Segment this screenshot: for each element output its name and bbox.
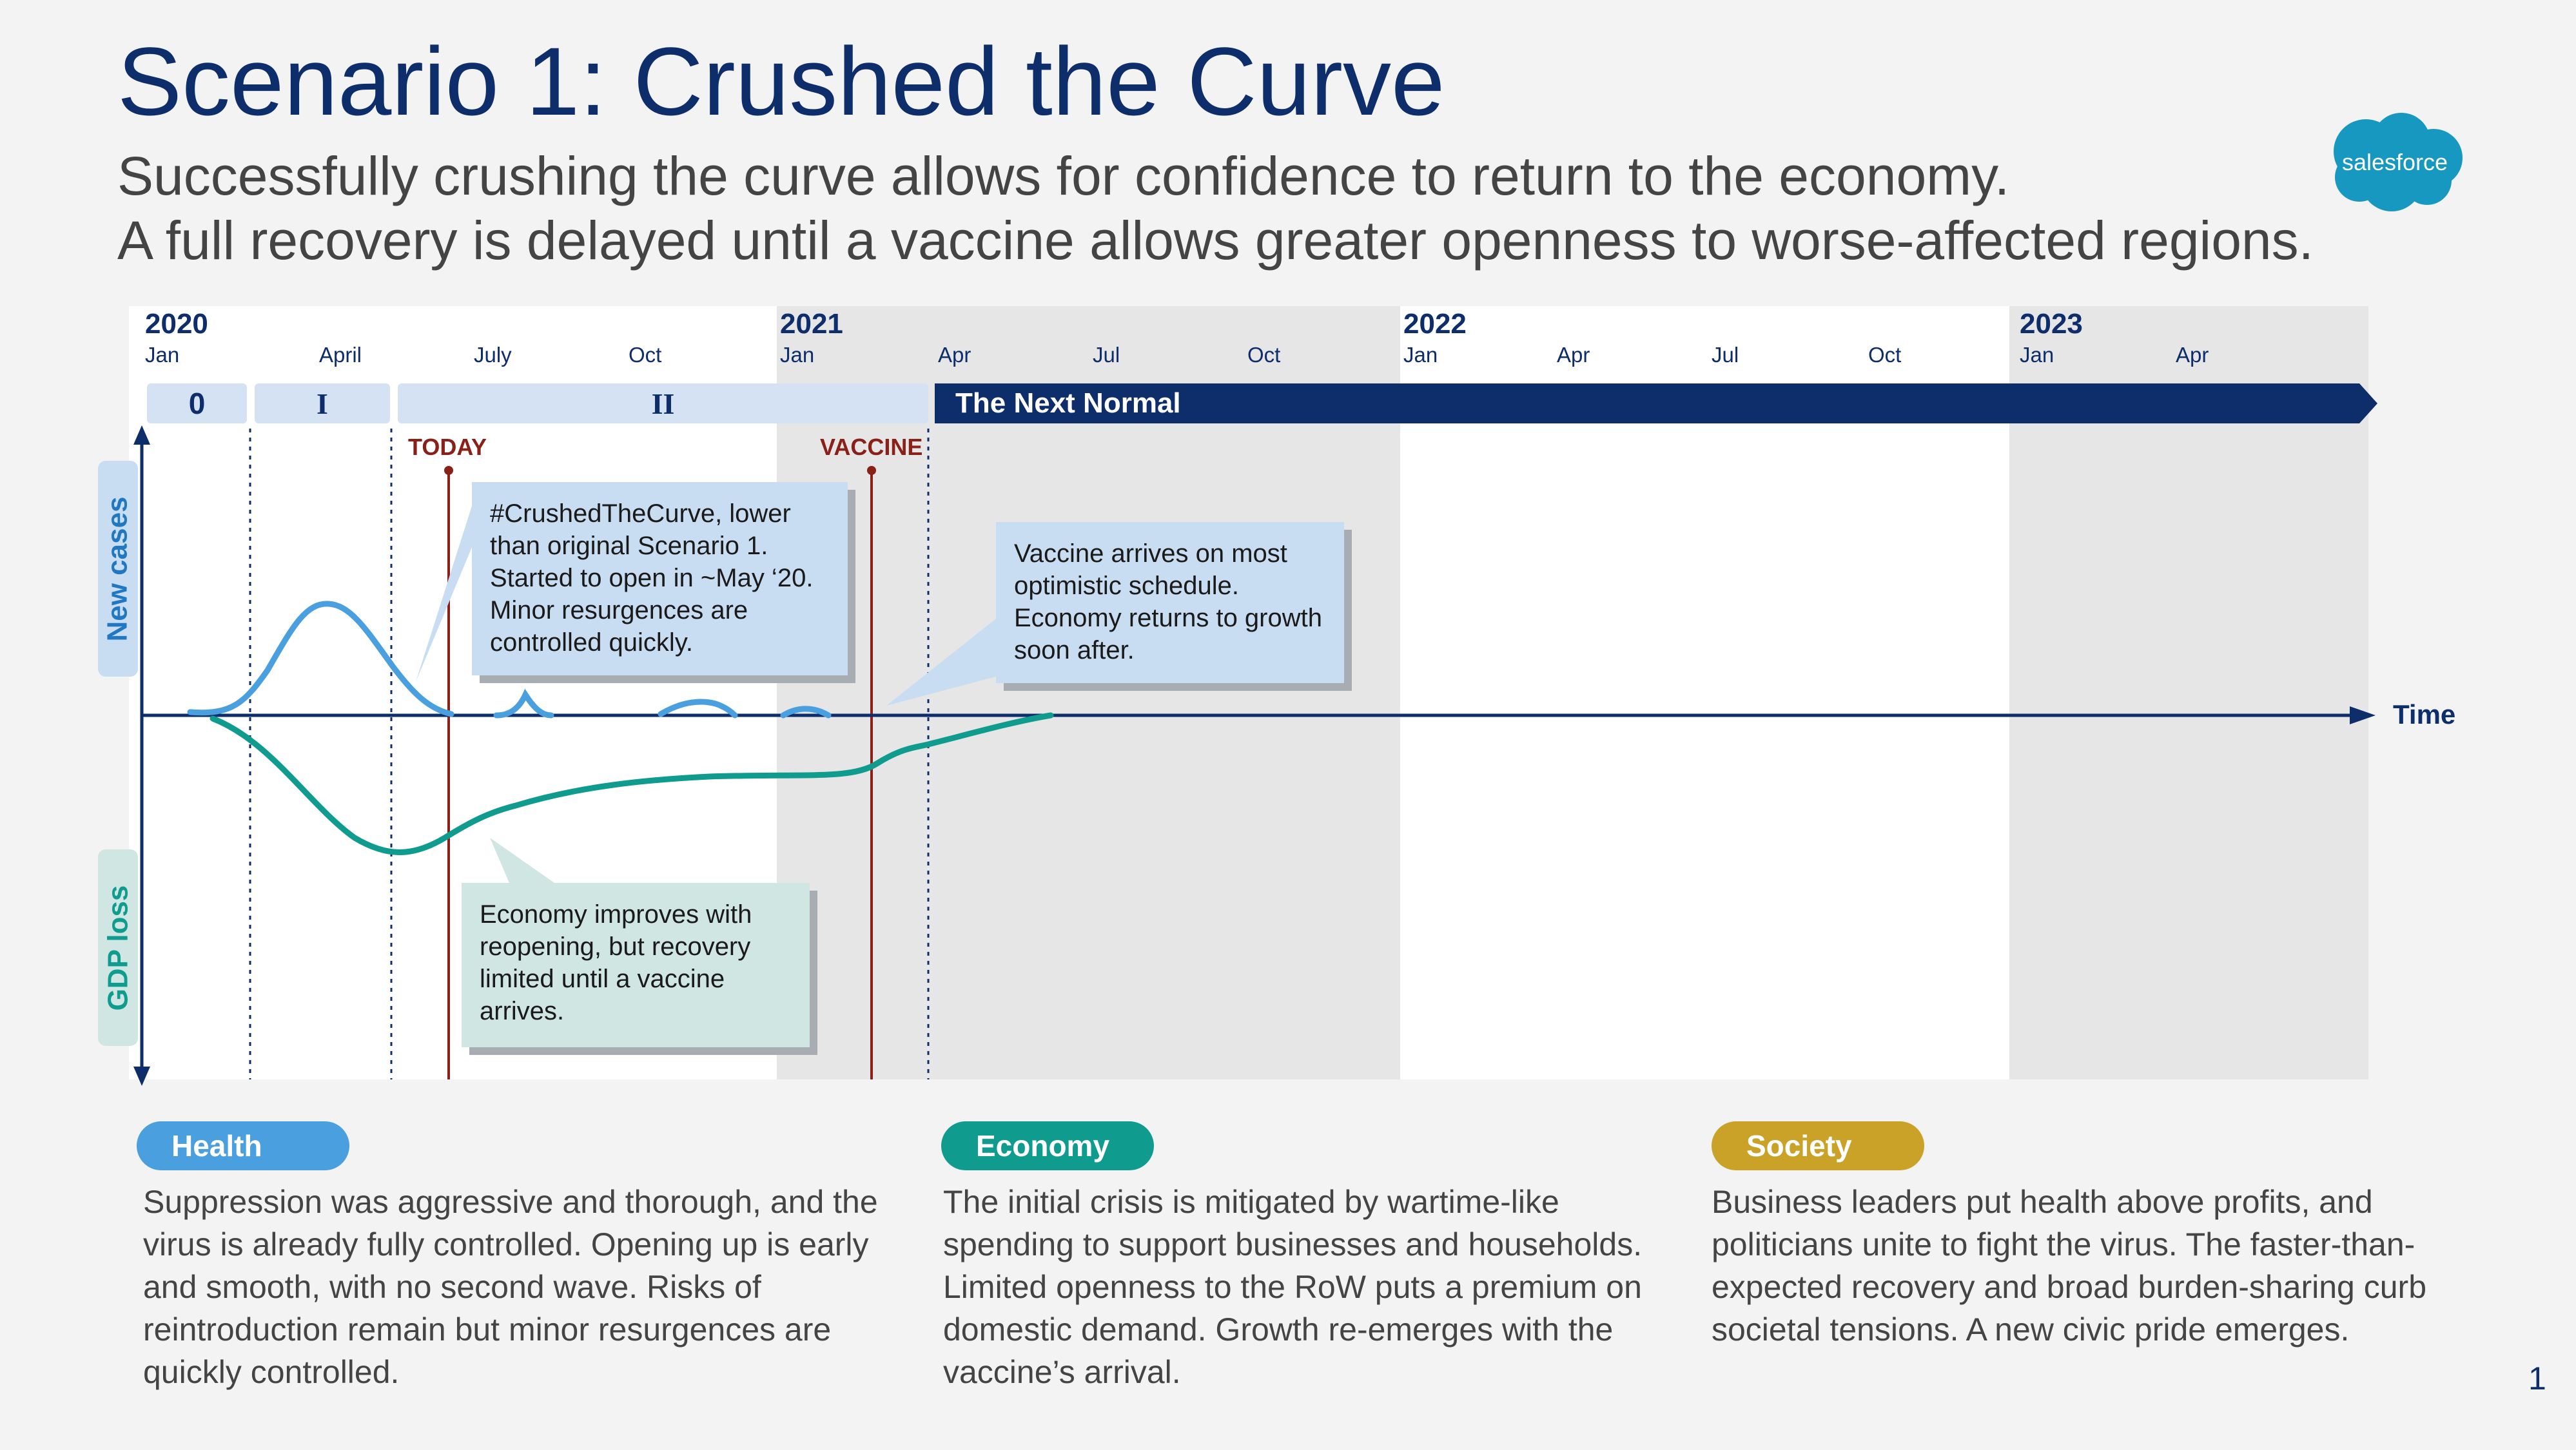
- today-dot: [444, 466, 453, 475]
- next-normal-label: The Next Normal: [955, 387, 1181, 419]
- month-label: Jan: [1403, 343, 1438, 367]
- year-2023: 2023: [2020, 308, 2083, 340]
- month-label: Jan: [2020, 343, 2054, 367]
- month-label: Oct: [1247, 343, 1281, 367]
- economy-text: The initial crisis is mitigated by warti…: [943, 1184, 1643, 1390]
- year-2020: 2020: [145, 308, 208, 340]
- month-label: Apr: [938, 343, 971, 367]
- gdp-loss-axis-label: GDP loss: [98, 849, 138, 1046]
- health-text: Suppression was aggressive and thorough,…: [143, 1184, 878, 1390]
- resurgence-2: [658, 699, 738, 719]
- page-number: 1: [2528, 1360, 2546, 1397]
- band-2023: [2009, 306, 2368, 1079]
- month-label: Jul: [1712, 343, 1739, 367]
- subtitle-line-1: Successfully crushing the curve allows f…: [117, 146, 2010, 206]
- logo-text: salesforce: [2341, 149, 2448, 175]
- month-label: Apr: [2176, 343, 2209, 367]
- month-label: Apr: [1557, 343, 1590, 367]
- month-label: Jul: [1093, 343, 1120, 367]
- vertical-axis-arrow-down: [133, 1067, 150, 1086]
- today-label: TODAY: [408, 434, 487, 460]
- vertical-axis-arrow-up: [133, 425, 150, 445]
- phase-i: I: [255, 383, 390, 423]
- month-label: Oct: [629, 343, 662, 367]
- band-2022: [1400, 306, 2009, 1079]
- callout-economy: Economy improves with reopening, but rec…: [462, 883, 810, 1047]
- society-pill: Society: [1712, 1121, 1924, 1170]
- callout-crushed-pointer: [416, 490, 477, 682]
- month-label: Oct: [1868, 343, 1902, 367]
- resurgence-3: [780, 706, 832, 719]
- month-label: Jan: [145, 343, 180, 367]
- new-cases-axis-label: New cases: [98, 461, 138, 677]
- health-pill: Health: [137, 1121, 349, 1170]
- vaccine-dot: [867, 466, 876, 475]
- society-text: Business leaders put health above profit…: [1712, 1184, 2427, 1348]
- callout-economy-pointer: [490, 838, 554, 883]
- phase-ii: II: [398, 383, 928, 423]
- page-title: Scenario 1: Crushed the Curve: [117, 27, 1445, 135]
- callout-crushed: #CrushedTheCurve, lower than original Sc…: [472, 482, 848, 675]
- resurgence-1: [493, 688, 554, 719]
- year-2021: 2021: [780, 308, 843, 340]
- new-cases-curve: [187, 601, 454, 717]
- month-label: Jan: [780, 343, 815, 367]
- subtitle-line-2: A full recovery is delayed until a vacci…: [117, 210, 2314, 271]
- phase-0: 0: [147, 383, 247, 423]
- gdp-curve: [210, 712, 1054, 855]
- next-normal-arrow: [935, 383, 2377, 423]
- band-2021: [777, 306, 1400, 1079]
- time-axis-arrow: [2350, 706, 2376, 724]
- time-axis-label: Time: [2393, 699, 2456, 730]
- salesforce-logo: salesforce: [2321, 113, 2469, 216]
- vaccine-label: VACCINE: [820, 434, 923, 460]
- callout-vaccine-pointer: [886, 619, 996, 706]
- year-2022: 2022: [1403, 308, 1467, 340]
- month-label: July: [474, 343, 512, 367]
- economy-pill: Economy: [941, 1121, 1154, 1170]
- month-label: April: [319, 343, 362, 367]
- callout-vaccine: Vaccine arrives on most optimistic sched…: [996, 522, 1344, 683]
